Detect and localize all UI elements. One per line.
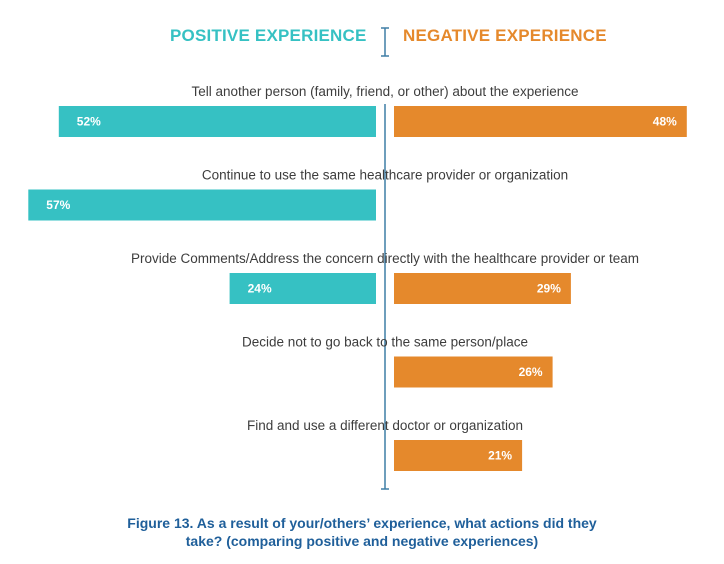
category-label: Provide Comments/Address the concern dir…: [131, 251, 639, 266]
diverging-bar-chart: Tell another person (family, friend, or …: [28, 27, 687, 490]
category-label: Decide not to go back to the same person…: [242, 335, 528, 350]
bar-negative: [394, 273, 571, 304]
bar-negative: [394, 106, 687, 137]
caption-line-1: Figure 13. As a result of your/others’ e…: [127, 515, 597, 531]
figure-caption: Figure 13. As a result of your/others’ e…: [0, 514, 724, 550]
data-label-positive: 57%: [46, 198, 70, 212]
data-label-negative: 21%: [488, 449, 512, 463]
bar-negative: [394, 356, 553, 388]
data-label-negative: 29%: [537, 282, 561, 296]
data-label-positive: 52%: [77, 115, 101, 129]
caption-line-2: take? (comparing positive and negative e…: [185, 533, 539, 549]
data-label-negative: 26%: [519, 365, 543, 379]
data-label-positive: 24%: [248, 282, 272, 296]
category-label: Find and use a different doctor or organ…: [247, 418, 523, 433]
bar-positive: [28, 189, 377, 221]
bar-positive: [58, 106, 377, 137]
bar-positive: [229, 273, 376, 304]
category-label: Tell another person (family, friend, or …: [192, 84, 579, 99]
legend-positive: POSITIVE EXPERIENCE: [170, 26, 367, 45]
data-label-negative: 48%: [653, 115, 677, 129]
legend-negative: NEGATIVE EXPERIENCE: [403, 26, 607, 45]
bar-negative: [394, 440, 523, 471]
category-label: Continue to use the same healthcare prov…: [202, 168, 568, 183]
